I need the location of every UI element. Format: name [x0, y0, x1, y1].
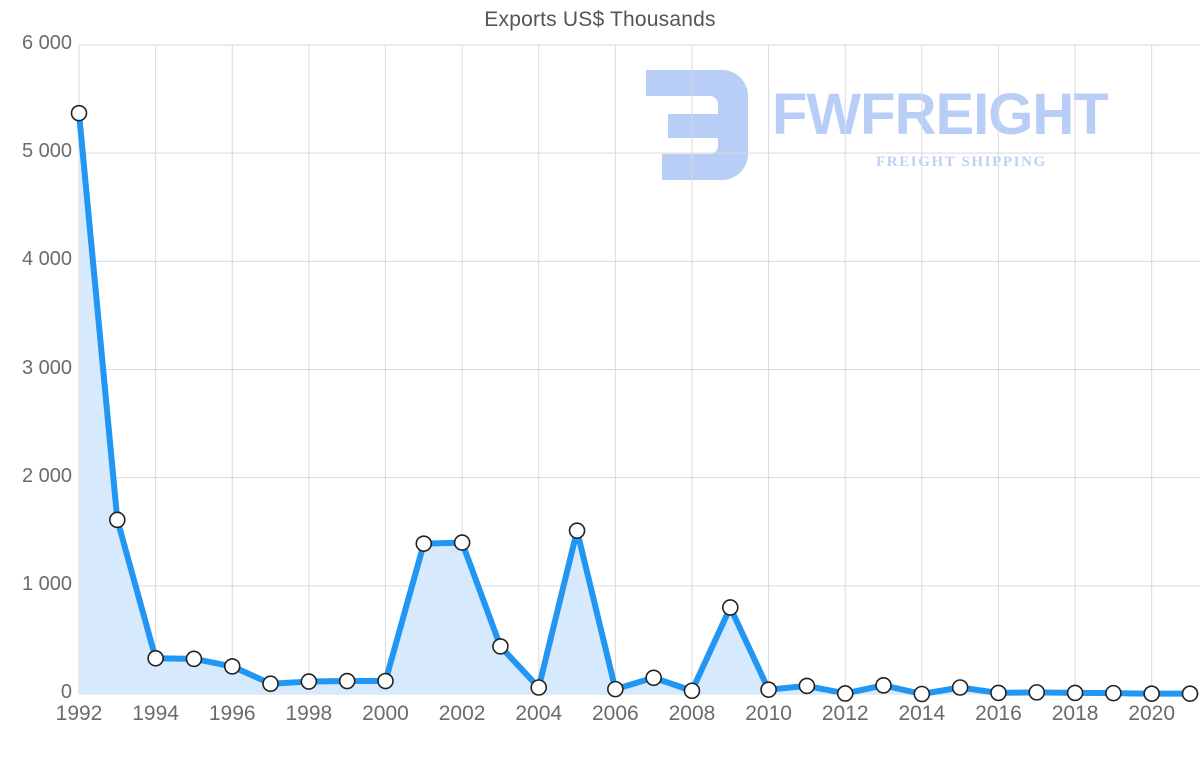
y-axis-tick-label: 6 000 — [21, 32, 72, 54]
y-axis-tick-label: 2 000 — [21, 464, 72, 487]
data-point-marker[interactable] — [951, 679, 969, 696]
data-point-marker[interactable] — [607, 680, 624, 698]
x-axis-tick-label: 2000 — [362, 702, 409, 725]
data-point-marker[interactable] — [990, 684, 1007, 702]
y-axis-tick-label: 4 000 — [21, 248, 72, 271]
area-path — [79, 113, 1190, 694]
x-axis-tick-label: 2002 — [438, 702, 486, 725]
data-point-marker[interactable] — [530, 679, 548, 696]
x-axis-tick-label: 2010 — [745, 702, 792, 725]
data-point-marker[interactable] — [415, 535, 433, 552]
data-point-marker[interactable] — [262, 675, 279, 693]
x-axis-tick-label: 1996 — [208, 702, 256, 725]
x-axis-tick-label: 1992 — [55, 702, 103, 725]
data-point-marker[interactable] — [645, 669, 662, 687]
data-point-marker[interactable] — [492, 638, 509, 655]
data-point-marker[interactable] — [147, 650, 164, 667]
data-markers — [70, 104, 1199, 703]
data-point-marker[interactable] — [109, 511, 126, 529]
data-point-marker[interactable] — [836, 685, 854, 702]
x-axis-tick-label: 2018 — [1051, 702, 1099, 725]
data-point-marker[interactable] — [70, 104, 88, 122]
data-point-marker[interactable] — [377, 672, 394, 690]
data-point-marker[interactable] — [1028, 684, 1046, 701]
y-axis-tick-label: 0 — [60, 681, 72, 703]
x-axis-tick-label: 2016 — [975, 702, 1022, 725]
x-axis-tick-label: 1994 — [132, 702, 179, 725]
y-axis-tick-label: 5 000 — [21, 140, 72, 163]
gridlines — [78, 44, 1200, 695]
data-point-marker[interactable] — [185, 650, 203, 668]
x-axis-tick-label: 1998 — [285, 702, 333, 725]
line-path — [76, 110, 1193, 697]
data-point-marker[interactable] — [1181, 685, 1199, 702]
data-point-marker[interactable] — [568, 522, 586, 539]
data-point-marker[interactable] — [300, 673, 318, 690]
x-axis-tick-label: 2012 — [821, 702, 869, 725]
data-point-marker[interactable] — [798, 677, 816, 695]
x-axis-tick-label: 2004 — [515, 702, 563, 725]
y-axis-tick-label: 1 000 — [21, 572, 72, 595]
data-point-marker[interactable] — [223, 658, 241, 675]
data-point-marker[interactable] — [875, 677, 892, 694]
y-axis-tick-label: 3 000 — [21, 356, 72, 379]
x-axis-tick-label: 2014 — [898, 702, 946, 725]
data-point-marker[interactable] — [683, 682, 701, 700]
data-point-marker[interactable] — [338, 672, 356, 690]
data-point-marker[interactable] — [721, 599, 739, 616]
data-line — [76, 110, 1193, 697]
chart-title: Exports US$ Thousands — [484, 8, 716, 31]
data-point-marker[interactable] — [1066, 684, 1084, 702]
x-axis-tick-label: 2008 — [668, 702, 716, 725]
area-fill — [79, 113, 1190, 694]
data-point-marker[interactable] — [453, 534, 471, 551]
x-axis-tick-label: 2006 — [591, 702, 639, 725]
data-point-marker[interactable] — [1105, 684, 1122, 702]
data-point-marker[interactable] — [913, 685, 931, 703]
x-axis-tick-label: 2020 — [1128, 702, 1176, 725]
data-point-marker[interactable] — [1143, 685, 1160, 702]
data-point-marker[interactable] — [760, 681, 777, 698]
